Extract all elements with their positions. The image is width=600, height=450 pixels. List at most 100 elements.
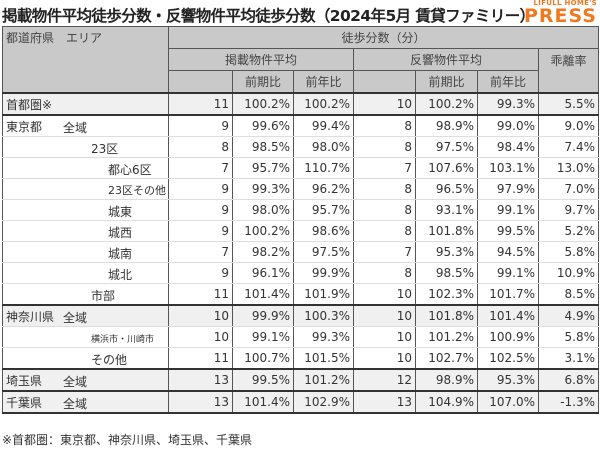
table-row: 城南 7 98.2% 97.5% 7 95.3% 94.5% 5.8% [2,241,600,263]
response-qoq: 97.5% [415,136,478,158]
area: その他 [91,353,128,367]
row-label: 23区 [2,136,169,158]
area: 都心6区 [108,163,152,177]
listed-minutes: 11 [168,92,233,116]
footnote: ※首都圏：東京都、神奈川県、埼玉県、千葉県 [2,433,253,447]
area: 城北 [108,268,133,282]
response-yoy: 97.9% [477,178,539,200]
listed-qoq: 100.2% [232,92,294,116]
listed-minutes: 9 [168,199,233,221]
row-label: 神奈川県 全域 [2,304,169,327]
listed-minutes: 9 [168,114,233,137]
area: 横浜市・川崎市 [91,335,155,345]
area: 城東 [108,205,133,219]
listed-qoq: 99.9% [232,304,294,327]
row-label: その他 [2,347,169,370]
response-qoq: 96.5% [415,178,478,200]
gap-rate: -1.3% [537,390,600,414]
header-response-qoq: 前期比 [415,70,478,94]
area: 市部 [91,289,116,303]
response-minutes: 13 [353,390,416,414]
table-row: 神奈川県 全域 10 99.9% 100.3% 10 101.8% 101.4% 4.9% [2,304,600,327]
listed-yoy: 99.3% [293,326,354,348]
table-row: その他 11 100.7% 101.5% 10 102.7% 102.5% 3.1% [2,347,600,370]
row-label: 城西 [2,220,169,242]
row-label: 城北 [2,262,169,284]
listed-minutes: 7 [168,241,233,263]
response-minutes: 10 [353,347,416,370]
response-qoq: 93.1% [415,199,478,221]
gap-rate: 9.0% [537,114,600,137]
listed-yoy: 97.5% [293,241,354,263]
listed-minutes: 9 [168,178,233,200]
prefecture: 東京都 [6,119,43,134]
listed-yoy: 98.0% [293,136,354,158]
listed-minutes: 9 [168,220,233,242]
header-blank [353,70,416,94]
header-listed-qoq: 前期比 [232,70,294,94]
row-label: 23区その他 [2,178,169,200]
listed-minutes: 13 [168,368,233,392]
response-qoq: 101.2% [415,326,478,348]
response-qoq: 95.3% [415,241,478,263]
area: 全域 [63,311,88,325]
row-label: 横浜市・川崎市 [2,326,169,348]
row-label: 都心6区 [2,157,169,179]
area: 城西 [108,226,133,240]
listed-qoq: 99.6% [232,114,294,137]
gap-rate: 4.9% [537,304,600,327]
listed-yoy: 101.5% [293,347,354,370]
response-qoq: 107.6% [415,157,478,179]
row-label: 城南 [2,241,169,263]
listed-minutes: 11 [168,347,233,370]
response-minutes: 8 [353,114,416,137]
row-label: 千葉県 全域 [2,390,169,414]
gap-rate: 3.1% [537,347,600,370]
area: 23区 [91,142,119,156]
response-yoy: 103.1% [477,157,539,179]
response-minutes: 10 [353,304,416,327]
response-yoy: 102.5% [477,347,539,370]
gap-rate: 7.4% [537,136,600,158]
page-title: 掲載物件平均徒歩分数・反響物件平均徒歩分数（2024年5月 賃貸ファミリー） [2,7,535,25]
listed-minutes: 11 [168,283,233,306]
listed-minutes: 13 [168,390,233,414]
listed-yoy: 110.7% [293,157,354,179]
listed-minutes: 8 [168,136,233,158]
gap-rate: 5.8% [537,326,600,348]
response-qoq: 98.9% [415,368,478,392]
prefecture: 神奈川県 [6,309,55,324]
response-qoq: 98.5% [415,262,478,284]
response-yoy: 95.3% [477,368,539,392]
listed-qoq: 98.2% [232,241,294,263]
response-minutes: 8 [353,178,416,200]
response-yoy: 101.4% [477,304,539,327]
listed-yoy: 100.3% [293,304,354,327]
table-row: 埼玉県 全域 13 99.5% 101.2% 12 98.9% 95.3% 6.8% [2,368,600,392]
response-qoq: 102.3% [415,283,478,306]
table-row: 横浜市・川崎市 10 99.1% 99.3% 10 101.2% 100.9% 5.8% [2,326,600,348]
gap-rate: 5.5% [537,92,600,116]
table-row: 城東 9 98.0% 95.7% 8 93.1% 99.1% 9.7% [2,199,600,221]
response-minutes: 8 [353,262,416,284]
header-response-yoy: 前年比 [477,70,539,94]
response-qoq: 100.2% [415,92,478,116]
response-yoy: 94.5% [477,241,539,263]
row-label: 首都圏※ [2,92,169,116]
header-listed-yoy: 前年比 [293,70,354,94]
header-gap-rate: 乖離率 [537,48,600,94]
row-label: 東京都 全域 [2,114,169,137]
response-minutes: 8 [353,199,416,221]
response-yoy: 101.7% [477,283,539,306]
prefecture: 首都圏※ [6,97,53,112]
gap-rate: 5.2% [537,220,600,242]
listed-minutes: 10 [168,326,233,348]
area: 全域 [63,397,88,411]
listed-qoq: 101.4% [232,283,294,306]
listed-yoy: 95.7% [293,199,354,221]
gap-rate: 6.8% [537,368,600,392]
table-row: 城北 9 96.1% 99.9% 8 98.5% 99.1% 10.9% [2,262,600,284]
listed-yoy: 99.4% [293,114,354,137]
gap-rate: 9.7% [537,199,600,221]
header-walking-minutes: 徒歩分数（分） [167,26,600,49]
